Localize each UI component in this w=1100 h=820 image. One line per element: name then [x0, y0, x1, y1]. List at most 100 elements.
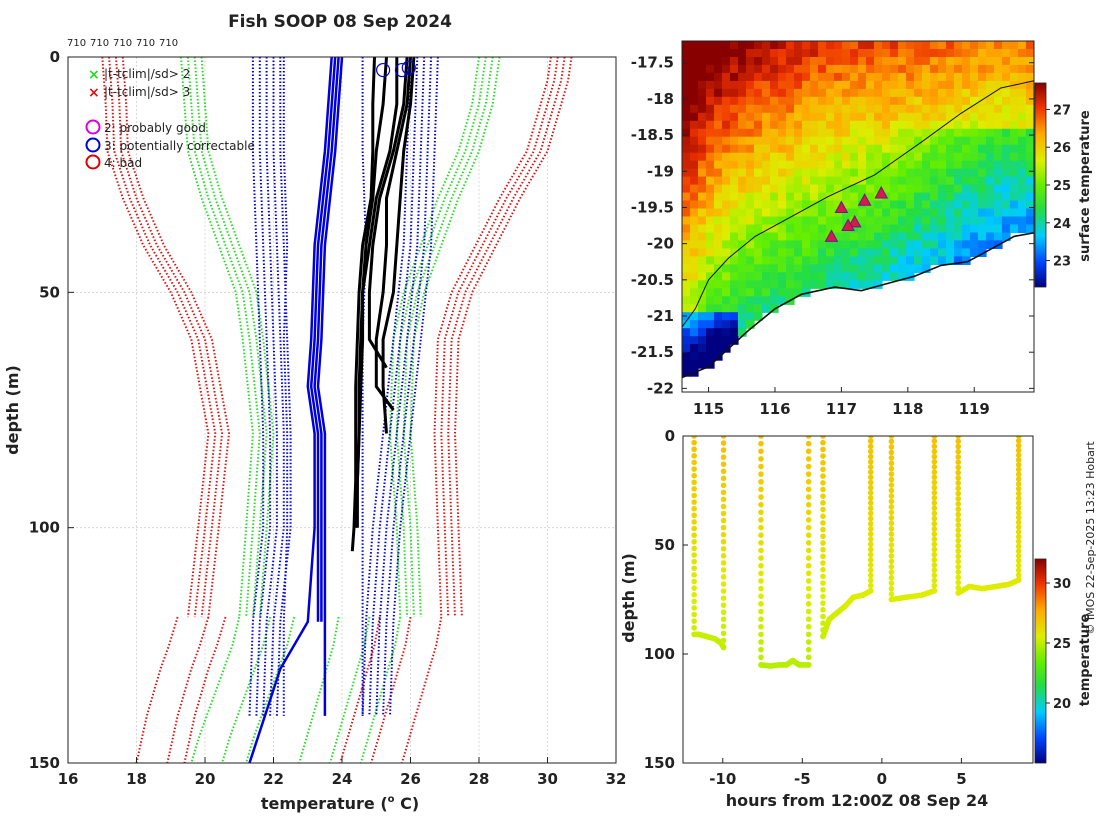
figure-title: Fish SOOP 08 Sep 2024 [228, 12, 452, 32]
sst-cell [866, 280, 875, 289]
sst-cell [722, 64, 731, 74]
sst-cell [866, 232, 875, 242]
sst-cell [1010, 41, 1019, 50]
sst-cell [978, 224, 987, 234]
sst-cell [890, 112, 899, 122]
sst-cell [866, 224, 875, 234]
sst-cell [690, 288, 699, 297]
sst-cell [962, 88, 971, 98]
cast-point [931, 515, 938, 522]
sst-cell [842, 200, 851, 210]
sst-cell [970, 184, 979, 194]
sst-cell [706, 240, 715, 249]
sst-cell [706, 224, 715, 234]
cast-point [805, 631, 812, 638]
sst-cell [802, 168, 811, 178]
sst-cell [714, 216, 723, 226]
sst-cell [946, 49, 955, 58]
sst-cell [754, 240, 763, 249]
cast-point [867, 479, 874, 486]
sst-cell [970, 112, 979, 122]
sst-cell [826, 160, 835, 170]
cast-point [758, 501, 764, 508]
sst-cell [962, 216, 971, 226]
sst-cell [986, 112, 995, 122]
sst-cell [778, 280, 787, 289]
sst-cell [810, 136, 819, 146]
cast-point [758, 440, 764, 447]
sst-cell [946, 41, 955, 50]
cast-point [955, 480, 962, 486]
sst-cell [698, 312, 707, 321]
cast-point [805, 555, 812, 561]
cast-point [931, 577, 938, 584]
sst-cell [866, 136, 875, 146]
sst-cell [834, 176, 843, 186]
td-y-tick-label: 50 [654, 536, 675, 554]
sst-cell [1002, 192, 1011, 202]
sst-cell [834, 160, 843, 170]
cast-point [820, 506, 826, 513]
sst-cell [882, 240, 891, 249]
colorbar-tick-label: 20 [1053, 697, 1071, 712]
sst-cell [706, 304, 715, 313]
sst-cell [1026, 136, 1034, 146]
sst-cell [762, 41, 771, 50]
sst-cell [706, 280, 715, 289]
sst-cell [770, 272, 779, 281]
sst-cell [890, 232, 899, 242]
cast-point [867, 582, 874, 589]
sst-cell [770, 232, 779, 242]
sst-cell [818, 248, 827, 257]
sst-cell [818, 272, 827, 281]
sst-cell [962, 49, 971, 58]
sst-cell [762, 144, 771, 154]
sst-cell [682, 176, 691, 186]
sst-cell [1026, 57, 1034, 66]
sst-cell [962, 168, 971, 178]
sst-cell [954, 208, 963, 218]
sst-cell [890, 176, 899, 186]
sst-cell [762, 80, 771, 90]
sst-cell [738, 264, 747, 273]
sst-cell [914, 200, 923, 210]
cast-point [931, 526, 938, 532]
sst-cell [914, 168, 923, 178]
sst-cell [898, 57, 907, 66]
sst-cell [682, 80, 691, 90]
cast-point [955, 490, 962, 497]
sst-raster [682, 41, 1034, 377]
climatology-line-clim-mid-left [275, 57, 292, 716]
climatology-line-clim-sd3-left-deep [166, 616, 210, 763]
sst-cell [970, 144, 979, 154]
sst-cell [834, 152, 843, 162]
sst-cell [794, 184, 803, 194]
sst-cell [890, 96, 899, 106]
cast-point [931, 469, 938, 475]
sst-cell [946, 224, 955, 234]
sst-cell [802, 136, 811, 146]
sst-cell [690, 344, 699, 353]
sst-cell [906, 136, 915, 146]
profiles-y-label: depth (m) [3, 365, 22, 455]
map-axes-box [681, 40, 1035, 393]
cast-point [720, 616, 727, 623]
profile-id: 710 [159, 38, 178, 49]
cast-point [691, 598, 697, 605]
sst-cell [1010, 216, 1019, 226]
sst-cell [874, 104, 883, 114]
sst-cell [890, 224, 899, 234]
sst-cell [914, 208, 923, 218]
sst-cell [762, 176, 771, 186]
cast-point [867, 572, 874, 579]
sst-cell [970, 160, 979, 170]
sst-cell [810, 192, 819, 202]
sst-cell [762, 280, 771, 289]
sst-cell [722, 176, 731, 186]
climatology-line-clim-sd3-right-deep [400, 616, 443, 763]
sst-cell [930, 168, 939, 178]
sst-cell [850, 128, 859, 138]
sst-cell [698, 144, 707, 154]
